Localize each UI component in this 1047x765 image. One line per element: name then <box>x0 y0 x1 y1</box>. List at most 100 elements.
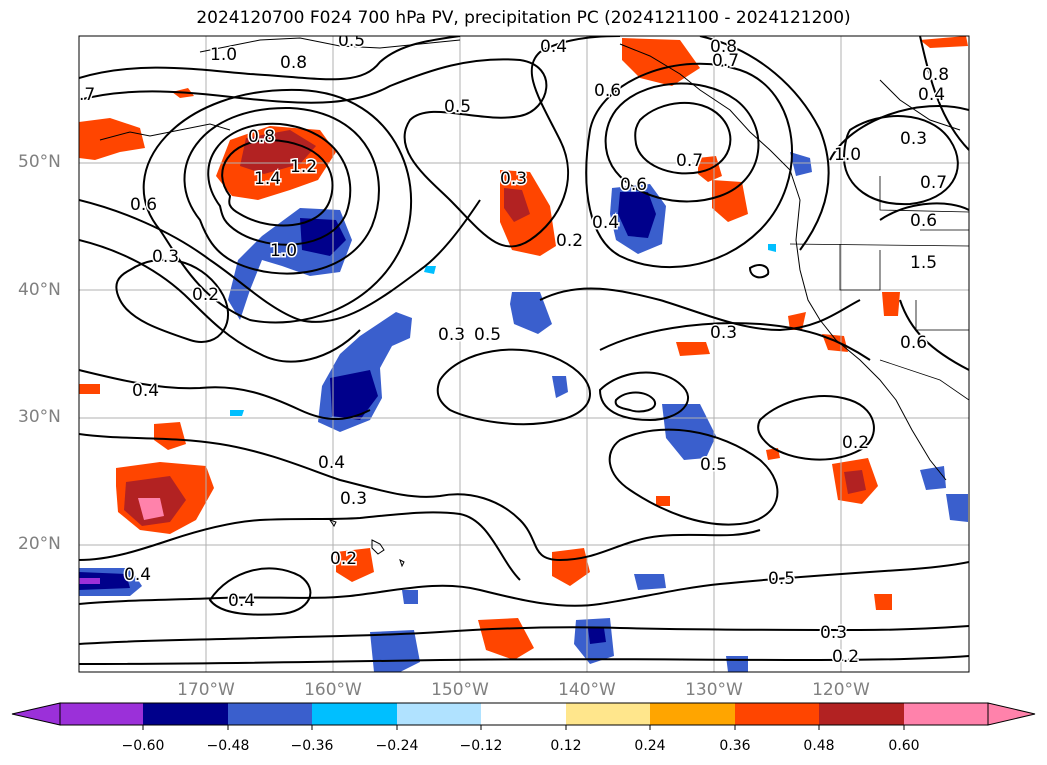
contour-label: 0.5 <box>700 455 727 475</box>
precip-negative-area <box>330 370 378 420</box>
precip-negative-area <box>768 244 776 252</box>
contour-label: 0.3 <box>710 323 737 343</box>
lat-label-20n: 20°N <box>18 534 61 554</box>
contour-label: 1.4 <box>254 169 281 189</box>
colorbar-tick-label: −0.36 <box>290 738 334 754</box>
contour-label: 0.2 <box>832 647 859 667</box>
contour-label: 0.3 <box>152 247 179 267</box>
precip-negative-area <box>552 376 568 398</box>
colorbar-tick-label: 0.48 <box>803 738 835 754</box>
borders <box>789 176 969 401</box>
colorbar-segment <box>566 703 650 725</box>
colorbar-segment <box>312 703 397 725</box>
contour-label: 0.4 <box>318 453 345 473</box>
colorbar-tick-label: 0.60 <box>888 738 920 754</box>
colorbar-segment <box>819 703 904 725</box>
precip-positive-area <box>154 422 186 450</box>
contour-label: 0.8 <box>922 65 949 85</box>
lon-label-140w: 140°W <box>558 680 616 700</box>
precip-negative-area <box>230 410 244 416</box>
precip-negative-area <box>588 628 606 644</box>
contour-label: 0.8 <box>280 53 307 73</box>
colorbar-tick-label: 0.12 <box>550 738 582 754</box>
contour-label: 0.8 <box>248 127 275 147</box>
contour-label: 0.8 <box>710 37 737 57</box>
colorbar <box>11 702 1036 730</box>
contour-label: 0.5 <box>474 325 501 345</box>
precip-positive-area <box>920 36 968 48</box>
contour-labels: 1.0 0.8.70.81.41.20.61.00.30.20.40.5 0.40.… <box>79 31 951 669</box>
lat-label-40n: 40°N <box>18 280 61 300</box>
contour-label: 0.3 <box>500 169 527 189</box>
colorbar-tick-label: −0.24 <box>375 738 419 754</box>
map-title: 2024120700 F024 700 hPa PV, precipitatio… <box>196 8 851 28</box>
colorbar-tick-label: −0.60 <box>121 738 165 754</box>
colorbar-tick-label: −0.12 <box>459 738 503 754</box>
colorbar-segment <box>735 703 819 725</box>
precip-negative-area <box>402 590 418 604</box>
precip-positive-area <box>79 118 145 160</box>
contour-label: 0.4 <box>592 213 619 233</box>
contour-label: 0.3 <box>820 623 847 643</box>
contour-label: 1.0 <box>834 145 861 165</box>
precip-positive-area <box>844 470 866 494</box>
precip-negative-area <box>618 192 656 238</box>
precip-negative-area <box>510 292 552 334</box>
contour-label: 0.6 <box>620 175 647 195</box>
contour-label: 1.2 <box>290 157 317 177</box>
contour-label: 0.4 <box>124 565 151 585</box>
precip-positive-area <box>874 594 892 610</box>
colorbar-frame <box>59 702 989 726</box>
lat-label-50n: 50°N <box>18 152 61 172</box>
precip-positive-area <box>138 498 164 520</box>
precip-positive-area <box>478 618 534 660</box>
pv-contours <box>79 36 969 665</box>
contour-label: .7 <box>79 85 95 105</box>
contour-label: 0.5 <box>338 31 365 51</box>
contour-label: 0.7 <box>920 173 947 193</box>
lon-label-170w: 170°W <box>177 680 235 700</box>
contour-label: 0.5 <box>768 569 795 589</box>
colorbar-tick-label: 0.36 <box>719 738 751 754</box>
contour-label: 0.4 <box>918 85 945 105</box>
precip-negative-area <box>79 578 100 584</box>
precip-positive-area <box>552 548 590 586</box>
precip-negative-area <box>726 656 748 672</box>
colorbar-segment <box>650 703 735 725</box>
contour-label: 0.2 <box>556 231 583 251</box>
precip-positive-area <box>79 384 100 394</box>
colorbar-extend-right <box>987 702 1036 726</box>
contour-label: 0.3 <box>340 489 367 509</box>
contour-label: 0.4 <box>228 591 255 611</box>
precip-negative-area <box>79 572 130 590</box>
lat-label-30n: 30°N <box>18 407 61 427</box>
colorbar-segment <box>904 703 988 725</box>
precip-positive-area <box>676 342 710 356</box>
lon-label-120w: 120°W <box>812 680 870 700</box>
precip-positive-area <box>336 548 374 582</box>
colorbar-tick-label: −0.48 <box>206 738 250 754</box>
precip-positive-area <box>504 188 530 222</box>
precip-positive-area <box>788 312 806 330</box>
contour-label: 0.3 <box>900 129 927 149</box>
precip-negative-area <box>370 630 420 672</box>
colorbar-segment <box>397 703 481 725</box>
contour-label: 0.6 <box>900 333 927 353</box>
contour-label: 0.6 <box>130 195 157 215</box>
plot-frame <box>78 35 970 673</box>
contour-label: 0.3 <box>438 325 465 345</box>
precip-negative-area <box>790 152 812 176</box>
lon-label-150w: 150°W <box>431 680 489 700</box>
precip-positive-area <box>712 180 748 222</box>
gridlines <box>79 36 969 672</box>
contour-label: 0.7 <box>676 151 703 171</box>
contour-label: 1.0 <box>210 45 237 65</box>
contour-label: 0.4 <box>540 37 567 57</box>
precip-negative-area <box>946 494 968 522</box>
precip-positive-area <box>882 292 900 316</box>
colorbar-segment <box>481 703 566 725</box>
contour-label: 1.5 <box>910 253 937 273</box>
colorbar-extend-left <box>11 702 61 726</box>
lon-label-160w: 160°W <box>304 680 362 700</box>
